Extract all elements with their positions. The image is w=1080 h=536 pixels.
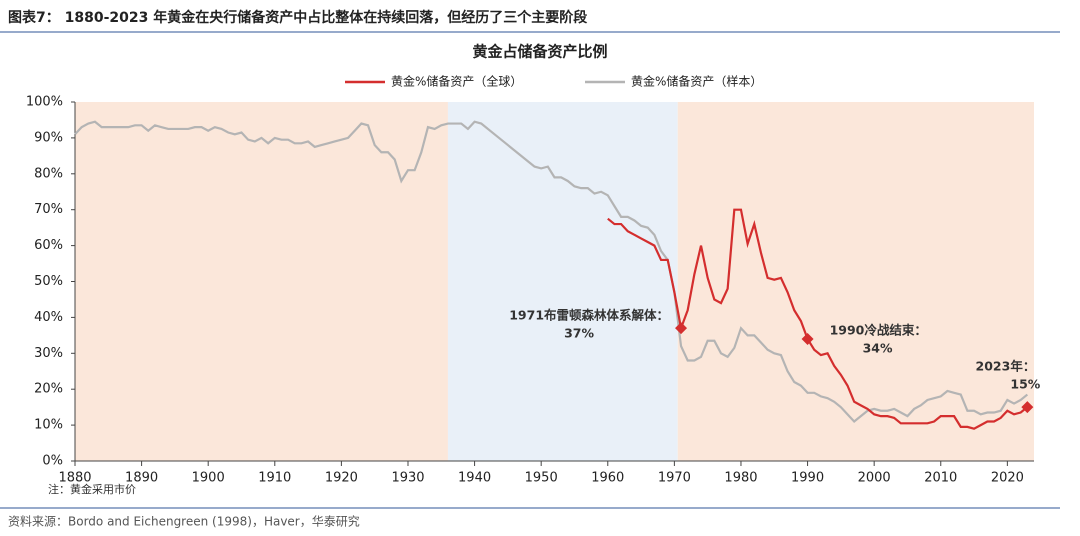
chart-title: 黄金占储备资产比例: [472, 43, 607, 61]
y-tick-label: 40%: [34, 310, 63, 325]
x-tick-label: 1910: [258, 471, 291, 486]
annotation-marker: [801, 332, 814, 345]
shaded-region: [677, 102, 1034, 461]
y-tick-label: 10%: [34, 418, 63, 433]
y-tick-label: 80%: [34, 166, 63, 181]
legend-label: 黄金%储备资产（全球）: [391, 74, 522, 89]
annotation-value: 34%: [863, 340, 893, 355]
x-tick-label: 1890: [125, 471, 158, 486]
x-tick-label: 1950: [525, 471, 558, 486]
y-tick-label: 30%: [34, 346, 63, 361]
x-tick-label: 1960: [591, 471, 624, 486]
x-tick-label: 1970: [658, 471, 691, 486]
shaded-region: [447, 102, 678, 461]
annotation-marker: [675, 322, 688, 335]
y-tick-label: 60%: [34, 238, 63, 253]
x-tick-label: 1900: [192, 471, 225, 486]
y-tick-label: 0%: [42, 454, 63, 469]
y-tick-label: 90%: [34, 130, 63, 145]
annotation-marker: [1021, 401, 1034, 414]
x-tick-label: 1990: [791, 471, 824, 486]
shaded-region: [75, 102, 448, 461]
x-tick-label: 1930: [391, 471, 424, 486]
y-tick-label: 20%: [34, 382, 63, 397]
y-tick-label: 100%: [26, 95, 63, 110]
plot: 0% 10% 20% 30% 40% 50% 60% 70% 80% 90% 100% 1880 189…: [26, 74, 1041, 486]
x-tick-label: 2020: [991, 471, 1024, 486]
annotation-value: 37%: [564, 326, 594, 341]
y-tick-label: 50%: [34, 274, 63, 289]
note: 注：黄金采用市价: [48, 482, 136, 496]
series-line: [607, 208, 1029, 430]
x-tick-label: 2000: [858, 471, 891, 486]
annotation-text: 2023年：: [976, 359, 1036, 374]
x-tick-label: 1920: [325, 471, 358, 486]
source: 资料来源：Bordo and Eichengreen (1998)，Haver，…: [8, 514, 360, 529]
legend-label: 黄金%储备资产（样本）: [631, 74, 762, 89]
annotation-text: 1990冷战结束：: [830, 322, 927, 337]
x-tick-label: 1940: [458, 471, 491, 486]
annotation-text: 1971布雷顿森林体系解体：: [509, 308, 669, 323]
x-tick-label: 2010: [924, 471, 957, 486]
y-tick-label: 70%: [34, 202, 63, 217]
annotation-value: 15%: [1010, 377, 1040, 392]
x-tick-label: 1880: [58, 471, 91, 486]
header: 图表7： 1880-2023 年黄金在央行储备资产中占比整体在持续回落，但经历了…: [8, 9, 587, 26]
x-tick-label: 1980: [724, 471, 757, 486]
